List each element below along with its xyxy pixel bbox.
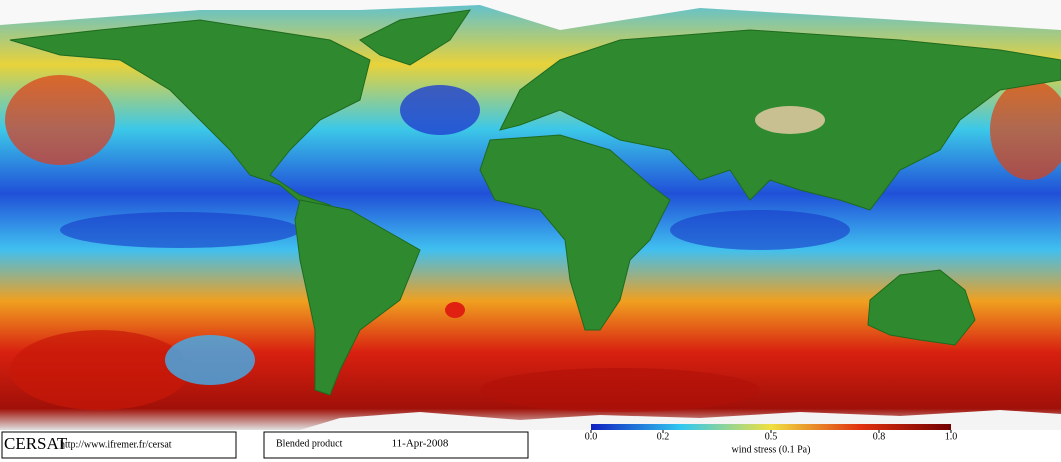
colorbar-tick-label: 0.2	[657, 431, 670, 442]
colorbar-tick-label: 0.5	[765, 431, 778, 442]
url: http://www.ifremer.fr/cersat	[60, 439, 172, 450]
credit-box	[1, 431, 237, 459]
colorbar-label: wind stress (0.1 Pa)	[732, 444, 811, 455]
land	[9, 9, 1061, 396]
colorbar-tick-label: 1.0	[945, 431, 958, 442]
arctic-ice	[0, 0, 1061, 30]
colorbar-tick-label: 0.8	[873, 431, 886, 442]
colorbar-tick-label: 0.0	[585, 431, 598, 442]
product: Blended product	[276, 438, 343, 449]
date: 11-Apr-2008	[392, 438, 449, 450]
logo: CERSAT	[4, 434, 68, 453]
product-box	[263, 431, 529, 459]
colorbar	[591, 424, 951, 430]
